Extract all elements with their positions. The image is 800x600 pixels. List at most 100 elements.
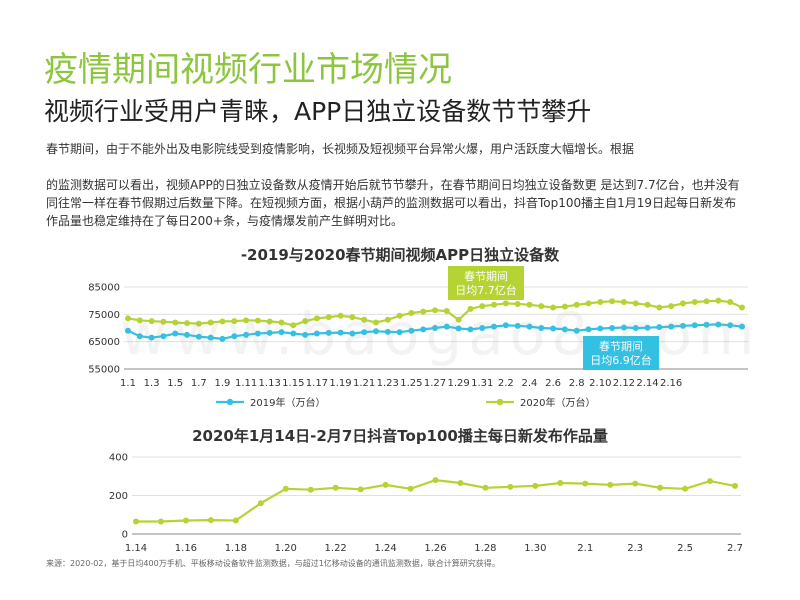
chart1-point [125, 327, 131, 334]
chart2-point [482, 484, 489, 491]
chart2-point [182, 517, 189, 524]
chart1-point [561, 303, 568, 310]
chart2-xtick-label: 1.18 [225, 543, 247, 554]
chart1-annotation-box [448, 266, 524, 300]
chart1-point [679, 300, 686, 307]
chart2-ytick-label: 400 [109, 453, 128, 464]
source-note: 来源：2020-02，基于日均400万手机、平板移动设备软件监测数据，与超过1亿… [46, 559, 500, 568]
chart1-legend-marker [226, 398, 234, 406]
chart1-point [703, 321, 710, 328]
chart1-xtick-label: 1.3 [144, 378, 160, 389]
chart2-xtick-label: 2.7 [727, 543, 743, 554]
chart1-ytick-label: 55000 [88, 365, 120, 376]
chart1-point [361, 316, 368, 323]
intro-paragraph-2: 的监测数据可以看出，视频APP的日独立设备数从疫情开始后就节节攀升，在春节期间日… [46, 178, 740, 228]
chart2-point [632, 480, 639, 487]
chart1-point [467, 305, 474, 312]
chart1-point [585, 300, 592, 307]
chart1-annotation-box [583, 336, 659, 370]
chart1-point [727, 322, 734, 329]
chart1-point [668, 323, 675, 330]
chart1-annotation-line2: 日均7.7亿台 [455, 283, 517, 297]
chart1-point [325, 314, 332, 321]
chart2-point [407, 485, 414, 492]
chart1-point [184, 320, 191, 327]
chart1-xtick-label: 2.14 [636, 378, 658, 389]
chart2-point [257, 500, 264, 507]
chart1-point [597, 299, 604, 306]
chart1-point [597, 325, 604, 332]
chart1-point [207, 334, 214, 341]
chart1-point [479, 325, 486, 331]
chart1-point [739, 304, 745, 311]
chart1-point [455, 325, 462, 332]
chart2: 0 200 400 1.14 1.16 1.18 1.20 1.22 1.24 1.26 1.28 1… [109, 453, 743, 555]
chart1-point [302, 331, 309, 338]
chart2-point [707, 478, 714, 485]
chart1-xtick-label: 2.16 [660, 378, 682, 389]
chart2-xtick-label: 1.30 [524, 543, 546, 554]
chart1-point [739, 323, 745, 330]
chart1-point [703, 298, 710, 305]
chart1-point [125, 315, 131, 322]
chart1-point [278, 329, 285, 336]
chart1-xtick-label: 2.4 [522, 378, 538, 389]
chart1-point [136, 333, 143, 340]
chart2-xtick-label: 1.26 [424, 543, 446, 554]
chart1-point [290, 330, 297, 337]
chart1-point [243, 331, 250, 338]
chart2-xtick-label: 1.24 [374, 543, 396, 554]
chart1-point [632, 300, 639, 307]
chart1-point [408, 309, 415, 316]
chart1-point [361, 329, 368, 336]
chart1-xtick-label: 1.7 [191, 378, 207, 389]
chart1-xtick-label: 1.5 [167, 378, 183, 389]
chart2-point [207, 517, 214, 524]
chart1-annotation-line2: 日均6.9亿台 [590, 353, 652, 367]
chart1-point [160, 333, 167, 340]
chart1-point [691, 299, 698, 306]
chart1-xtick-label: 1.25 [400, 378, 422, 389]
chart1-point [691, 322, 698, 329]
chart1-xtick-label: 1.21 [353, 378, 375, 389]
page-title: 疫情期间视频行业市场情况 [44, 50, 452, 90]
chart1-xtick-label: 1.31 [471, 378, 493, 389]
chart2-xtick-label: 1.28 [474, 543, 496, 554]
chart1-point [432, 325, 438, 331]
chart1-xtick-label: 1.1 [120, 378, 136, 389]
chart1-point [396, 312, 403, 319]
chart1-xtick-label: 2.12 [613, 378, 635, 389]
chart1-point [491, 301, 498, 308]
chart1-point [266, 329, 273, 336]
chart1-xtick-label: 1.15 [282, 378, 304, 389]
chart1-point [219, 335, 226, 342]
chart1-point [502, 300, 509, 307]
chart1-ytick-label: 65000 [88, 337, 120, 348]
chart2-xtick-label: 2.1 [577, 543, 593, 554]
chart1-point [337, 312, 344, 319]
chart1-point [313, 315, 320, 322]
chart1-point [420, 326, 427, 333]
watermark: www.baogao8.com [120, 300, 761, 368]
chart1-xtick-label: 1.13 [259, 378, 281, 389]
chart2-xtick-label: 2.3 [627, 543, 643, 554]
chart1-point [172, 319, 179, 326]
chart1-point [644, 324, 651, 331]
chart1-legend-label: 2019年（万台） [250, 396, 325, 409]
chart1-point [325, 329, 332, 336]
chart2-point [457, 479, 464, 486]
chart1-point [148, 334, 155, 341]
chart2-point [532, 482, 539, 489]
chart2-xtick-label: 1.22 [325, 543, 347, 554]
chart1-point [195, 333, 202, 340]
chart1-title: -2019与2020春节期间视频APP日独立设备数 [240, 246, 560, 264]
chart1-point [420, 308, 427, 315]
chart2-point [382, 481, 389, 488]
chart1-annotation-line1: 春节期间 [599, 340, 643, 353]
chart1-point [408, 327, 415, 334]
chart2-point [557, 479, 564, 486]
